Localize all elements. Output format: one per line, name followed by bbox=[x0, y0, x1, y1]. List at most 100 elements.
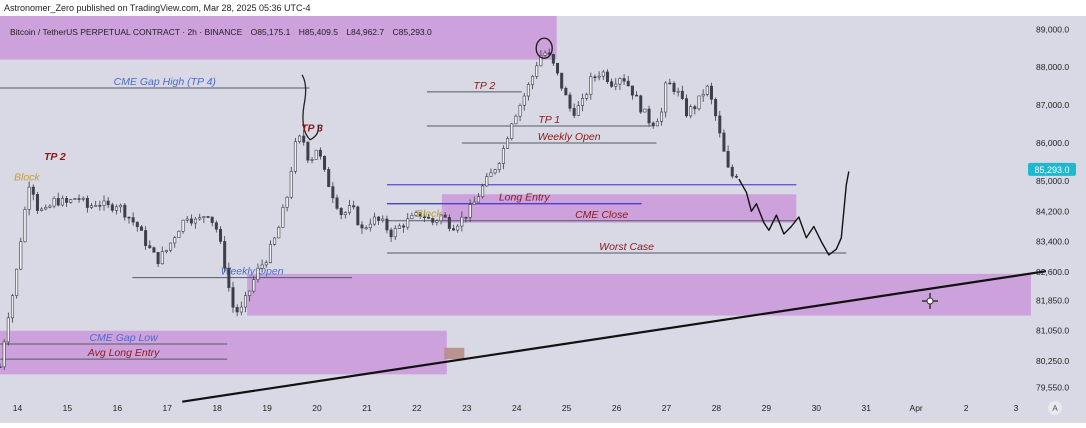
y-tick-label-2: 87,000.0 bbox=[1036, 100, 1069, 110]
candle-body-80 bbox=[331, 186, 335, 199]
candle-body-30 bbox=[123, 204, 127, 218]
candle-body-148 bbox=[614, 83, 618, 87]
candle-body-43 bbox=[177, 231, 181, 238]
zone-rect-1 bbox=[0, 330, 447, 375]
candle-body-177 bbox=[734, 175, 738, 178]
candle-body-39 bbox=[160, 251, 164, 265]
candle-body-165 bbox=[684, 98, 688, 117]
candle-body-149 bbox=[618, 78, 622, 85]
candle-body-20 bbox=[81, 197, 85, 200]
x-tick-label-9: 23 bbox=[462, 403, 472, 413]
trendline-layer bbox=[182, 270, 1047, 403]
candle-body-81 bbox=[335, 197, 339, 209]
candle-body-120 bbox=[497, 163, 501, 170]
level-label-2: TP 1 bbox=[538, 114, 560, 126]
candle-body-140 bbox=[580, 98, 584, 106]
candle-body-158 bbox=[655, 121, 659, 127]
candle-body-36 bbox=[148, 245, 152, 248]
candle-body-11 bbox=[44, 206, 48, 210]
candle-body-111 bbox=[460, 216, 464, 227]
x-tick-label-0: 14 bbox=[13, 403, 23, 413]
candle-body-79 bbox=[327, 169, 331, 187]
candle-body-146 bbox=[605, 71, 609, 82]
ohlc-open: O85,175.1 bbox=[251, 27, 291, 37]
candles-layer bbox=[0, 48, 738, 370]
y-tick-label-0: 89,000.0 bbox=[1036, 24, 1069, 34]
candle-body-51 bbox=[210, 216, 214, 224]
x-tick-label-6: 20 bbox=[312, 403, 322, 413]
annotation-2: Block bbox=[14, 172, 40, 184]
candle-body-69 bbox=[285, 196, 289, 208]
candle-body-49 bbox=[202, 216, 206, 218]
candle-body-174 bbox=[722, 132, 726, 152]
candle-body-78 bbox=[323, 155, 327, 170]
annotation-0: TP 2 bbox=[44, 151, 66, 163]
price-axis[interactable] bbox=[1026, 16, 1086, 399]
x-tick-label-13: 27 bbox=[662, 403, 672, 413]
candle-body-17 bbox=[69, 199, 73, 203]
candle-body-63 bbox=[260, 264, 264, 269]
candle-body-16 bbox=[65, 198, 69, 203]
candle-body-66 bbox=[273, 237, 277, 245]
candle-body-9 bbox=[35, 194, 39, 211]
x-tick-label-14: 28 bbox=[712, 403, 722, 413]
candle-body-58 bbox=[239, 306, 243, 313]
time-axis[interactable] bbox=[0, 399, 1086, 423]
candle-body-173 bbox=[718, 115, 722, 134]
level-label-8: CME Gap Low bbox=[89, 332, 159, 344]
candle-body-130 bbox=[539, 55, 543, 67]
candle-body-109 bbox=[452, 228, 456, 231]
candle-body-38 bbox=[156, 251, 160, 265]
x-tick-label-4: 18 bbox=[212, 403, 222, 413]
candle-body-14 bbox=[56, 198, 60, 206]
level-label-1: TP 2 bbox=[473, 80, 495, 92]
y-tick-label-6: 83,400.0 bbox=[1036, 237, 1069, 247]
candle-body-94 bbox=[389, 229, 393, 238]
y-tick-label-7: 82,600.0 bbox=[1036, 267, 1069, 277]
candle-body-73 bbox=[302, 135, 306, 143]
candle-body-83 bbox=[343, 212, 347, 216]
candle-body-15 bbox=[60, 198, 64, 206]
candle-body-155 bbox=[643, 108, 647, 113]
candle-body-99 bbox=[410, 214, 414, 220]
candle-body-150 bbox=[622, 78, 626, 82]
candle-body-168 bbox=[697, 95, 701, 110]
candle-body-56 bbox=[231, 287, 235, 308]
candle-body-77 bbox=[318, 149, 322, 157]
candle-body-136 bbox=[564, 87, 568, 96]
candle-body-101 bbox=[418, 212, 422, 217]
candle-body-85 bbox=[352, 205, 356, 208]
candle-body-97 bbox=[402, 225, 406, 228]
candle-body-104 bbox=[431, 218, 435, 223]
candle-body-119 bbox=[493, 169, 497, 174]
candle-body-131 bbox=[543, 52, 547, 56]
candle-body-8 bbox=[31, 186, 35, 195]
candle-body-10 bbox=[40, 208, 44, 211]
candle-body-126 bbox=[522, 95, 526, 106]
candle-body-112 bbox=[464, 216, 468, 219]
candle-body-88 bbox=[364, 227, 368, 230]
candle-body-96 bbox=[397, 225, 401, 229]
candle-body-59 bbox=[243, 295, 247, 308]
auto-scale-circle[interactable] bbox=[1048, 401, 1062, 415]
y-tick-label-10: 80,250.0 bbox=[1036, 356, 1069, 366]
candle-body-106 bbox=[439, 214, 443, 222]
candle-body-3 bbox=[10, 295, 14, 319]
candle-body-37 bbox=[152, 247, 156, 253]
level-label-9: Avg Long Entry bbox=[87, 347, 160, 359]
tp4-swirl bbox=[301, 74, 320, 141]
x-tick-label-7: 21 bbox=[362, 403, 372, 413]
x-tick-label-8: 22 bbox=[412, 403, 422, 413]
candle-body-115 bbox=[476, 196, 480, 203]
x-axis-labels: 14 15 16 17 18 19 20 21 22 23 24 25 26 27 28 29 30 31 Apr 2… bbox=[13, 403, 1019, 413]
candle-body-175 bbox=[726, 151, 730, 168]
candle-body-19 bbox=[77, 198, 81, 200]
published-line: Astronomer_Zero published on TradingView… bbox=[4, 3, 311, 13]
candle-body-169 bbox=[701, 94, 705, 97]
auto-scale-icon[interactable]: A bbox=[1052, 404, 1058, 413]
auto-scale-button[interactable]: A bbox=[1048, 401, 1062, 415]
candle-body-123 bbox=[510, 123, 514, 139]
candle-body-100 bbox=[414, 212, 418, 216]
